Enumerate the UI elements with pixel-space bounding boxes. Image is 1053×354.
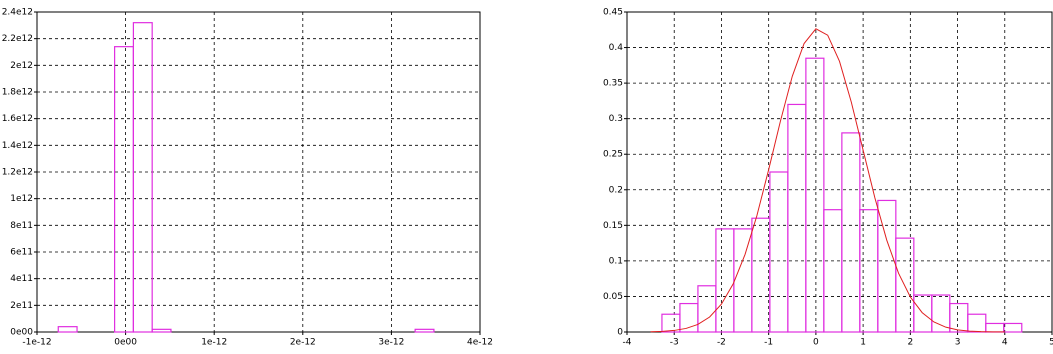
histogram-bar [662,314,680,332]
y-tick-label: 0.35 [603,79,623,89]
x-tick-label: 4 [1002,338,1008,348]
y-tick-label: 1.2e12 [2,168,33,178]
histogram-bar [752,218,770,332]
y-tick-label: 2e12 [10,61,33,71]
y-tick-label: 0.2 [609,185,623,195]
histogram-bar [1004,323,1022,332]
y-tick-label: 4e11 [10,274,33,284]
y-tick-label: 0.05 [603,292,623,302]
histogram-bar [824,210,842,332]
y-tick-label: 1.4e12 [2,141,33,151]
histogram-bar [788,104,806,332]
histogram-bar [133,23,152,332]
y-tick-label: 2.2e12 [2,34,33,44]
y-tick-label: 0.3 [609,114,623,124]
y-tick-label: 1.6e12 [2,114,33,124]
histogram-bar [770,172,788,332]
x-tick-label: 4e-12 [467,338,493,348]
x-tick-label: -4 [623,338,632,348]
histogram-bar [932,295,950,332]
x-tick-label: 5 [1049,338,1053,348]
y-tick-label: 1e12 [10,194,33,204]
y-tick-label: 0.15 [603,221,623,231]
x-tick-label: 1e-12 [201,338,227,348]
x-tick-label: 1 [860,338,866,348]
y-tick-label: 0 [617,328,623,338]
y-tick-label: 1.8e12 [2,88,33,98]
x-tick-label: -3 [670,338,679,348]
histogram-bar [716,229,734,332]
density-curve [651,29,1005,332]
y-tick-label: 2e11 [10,301,33,311]
page: {"chart_data": [ {"type": "histogram", "… [0,0,1053,354]
histogram-bar [968,314,986,332]
x-tick-label: 2e-12 [290,338,316,348]
histogram-bar [734,229,752,332]
histogram-bar [806,58,824,332]
x-tick-label: 0 [813,338,819,348]
x-tick-label: -1e-12 [22,338,51,348]
histogram-bar [950,304,968,332]
chart-canvas: 0e00 2e11 4e11 6e11 8e11 1e12 1.2e12 1.4e12 1.6e… [0,0,1053,354]
x-tick-label: -2 [717,338,726,348]
x-tick-label: -1 [764,338,773,348]
x-tick-label: 3e-12 [378,338,404,348]
plot-frame [627,12,1052,332]
y-tick-label: 0.45 [603,8,623,18]
y-tick-label: 0.4 [609,43,624,53]
y-tick-label: 2.4e12 [2,8,33,18]
histogram-bar [698,286,716,332]
histogram-bar [152,329,171,332]
histogram-bar [860,210,878,332]
histogram-bar [115,47,134,332]
histogram-bar [986,323,1004,332]
histogram-bar [58,327,77,332]
x-tick-label: 2 [907,338,913,348]
x-tick-label: 0e00 [114,338,137,348]
histogram-bar [878,200,896,332]
histogram-bar [415,329,434,332]
y-tick-label: 6e11 [10,248,33,258]
histogram-bar [842,133,860,332]
y-tick-label: 8e11 [10,221,33,231]
x-tick-label: 3 [955,338,961,348]
y-tick-label: 0e00 [10,328,33,338]
y-tick-label: 0.25 [603,150,623,160]
y-tick-label: 0.1 [609,256,623,266]
